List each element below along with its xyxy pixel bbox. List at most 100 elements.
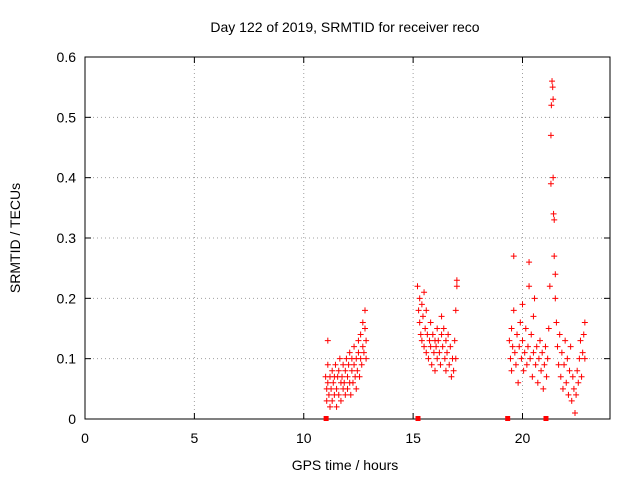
data-point bbox=[357, 355, 364, 362]
data-point bbox=[421, 289, 428, 296]
data-point bbox=[531, 295, 538, 302]
data-point bbox=[452, 355, 459, 362]
data-point bbox=[535, 355, 542, 362]
data-point bbox=[347, 391, 354, 398]
data-point bbox=[437, 361, 444, 368]
data-point bbox=[348, 367, 355, 374]
data-point bbox=[581, 355, 588, 362]
data-point bbox=[423, 349, 430, 356]
data-point bbox=[509, 343, 516, 350]
y-tick-label: 0.5 bbox=[57, 109, 77, 125]
data-point bbox=[330, 379, 337, 386]
data-point bbox=[551, 216, 558, 223]
data-point bbox=[545, 325, 552, 332]
data-point bbox=[436, 349, 443, 356]
data-point bbox=[453, 283, 460, 290]
data-point bbox=[439, 343, 446, 350]
data-point bbox=[425, 355, 432, 362]
data-point bbox=[581, 319, 588, 326]
data-point bbox=[570, 385, 577, 392]
data-point bbox=[427, 319, 434, 326]
data-point bbox=[539, 349, 546, 356]
data-point bbox=[508, 325, 515, 332]
data-point bbox=[421, 343, 428, 350]
data-point bbox=[512, 361, 519, 368]
data-point bbox=[333, 403, 340, 410]
data-point bbox=[440, 325, 447, 332]
data-point bbox=[336, 355, 343, 362]
data-point bbox=[357, 331, 364, 338]
y-axis-title: SRMTID / TECUs bbox=[7, 183, 23, 293]
data-point bbox=[559, 385, 566, 392]
ground-marker bbox=[505, 416, 511, 421]
data-point bbox=[573, 391, 580, 398]
data-point bbox=[534, 379, 541, 386]
data-point bbox=[417, 331, 424, 338]
data-point bbox=[359, 319, 366, 326]
ground-marker bbox=[543, 416, 549, 421]
data-point bbox=[543, 373, 550, 380]
data-point bbox=[546, 283, 553, 290]
data-point bbox=[354, 367, 361, 374]
data-point bbox=[444, 349, 451, 356]
data-point bbox=[521, 349, 528, 356]
x-tick-label: 0 bbox=[81, 430, 89, 446]
data-point bbox=[414, 283, 421, 290]
data-point bbox=[438, 331, 445, 338]
data-point bbox=[344, 373, 351, 380]
chart-title: Day 122 of 2019, SRMTID for receiver rec… bbox=[210, 19, 479, 35]
data-point bbox=[526, 259, 533, 266]
data-point bbox=[332, 361, 339, 368]
data-point bbox=[549, 84, 556, 91]
data-point bbox=[549, 78, 556, 85]
data-point bbox=[363, 337, 370, 344]
data-point bbox=[426, 337, 433, 344]
ground-marker bbox=[415, 416, 421, 421]
data-point bbox=[349, 379, 356, 386]
data-point bbox=[445, 331, 452, 338]
data-point bbox=[324, 361, 331, 368]
data-point bbox=[551, 253, 558, 260]
data-point bbox=[351, 361, 358, 368]
x-tick-label: 10 bbox=[296, 430, 312, 446]
data-point bbox=[516, 343, 523, 350]
data-point bbox=[328, 385, 335, 392]
data-point bbox=[341, 379, 348, 386]
data-point bbox=[329, 397, 336, 404]
data-point bbox=[434, 355, 441, 362]
data-point bbox=[508, 367, 515, 374]
data-point bbox=[427, 343, 434, 350]
data-point bbox=[442, 337, 449, 344]
data-point bbox=[548, 102, 555, 109]
data-point bbox=[527, 355, 534, 362]
y-tick-label: 0.1 bbox=[57, 351, 77, 367]
data-point bbox=[428, 361, 435, 368]
data-point bbox=[335, 367, 342, 374]
data-point bbox=[418, 337, 425, 344]
data-point bbox=[540, 385, 547, 392]
data-point bbox=[429, 331, 436, 338]
data-point bbox=[430, 349, 437, 356]
data-point bbox=[333, 385, 340, 392]
data-point bbox=[577, 337, 584, 344]
data-point bbox=[438, 313, 445, 320]
data-point bbox=[544, 355, 551, 362]
data-point bbox=[547, 180, 554, 187]
data-point bbox=[538, 367, 545, 374]
grid-layer bbox=[85, 57, 610, 419]
data-point bbox=[523, 361, 530, 368]
data-point bbox=[327, 403, 333, 410]
data-point bbox=[424, 331, 431, 338]
data-point bbox=[524, 343, 531, 350]
data-point bbox=[511, 349, 518, 356]
y-tick-label: 0.6 bbox=[57, 49, 77, 65]
data-point bbox=[423, 307, 430, 314]
data-point bbox=[451, 337, 458, 344]
data-point bbox=[526, 283, 533, 290]
data-point bbox=[416, 319, 423, 326]
data-point bbox=[422, 325, 429, 332]
data-point bbox=[337, 397, 344, 404]
data-point bbox=[563, 379, 570, 386]
data-point bbox=[530, 349, 537, 356]
data-point bbox=[576, 355, 583, 362]
